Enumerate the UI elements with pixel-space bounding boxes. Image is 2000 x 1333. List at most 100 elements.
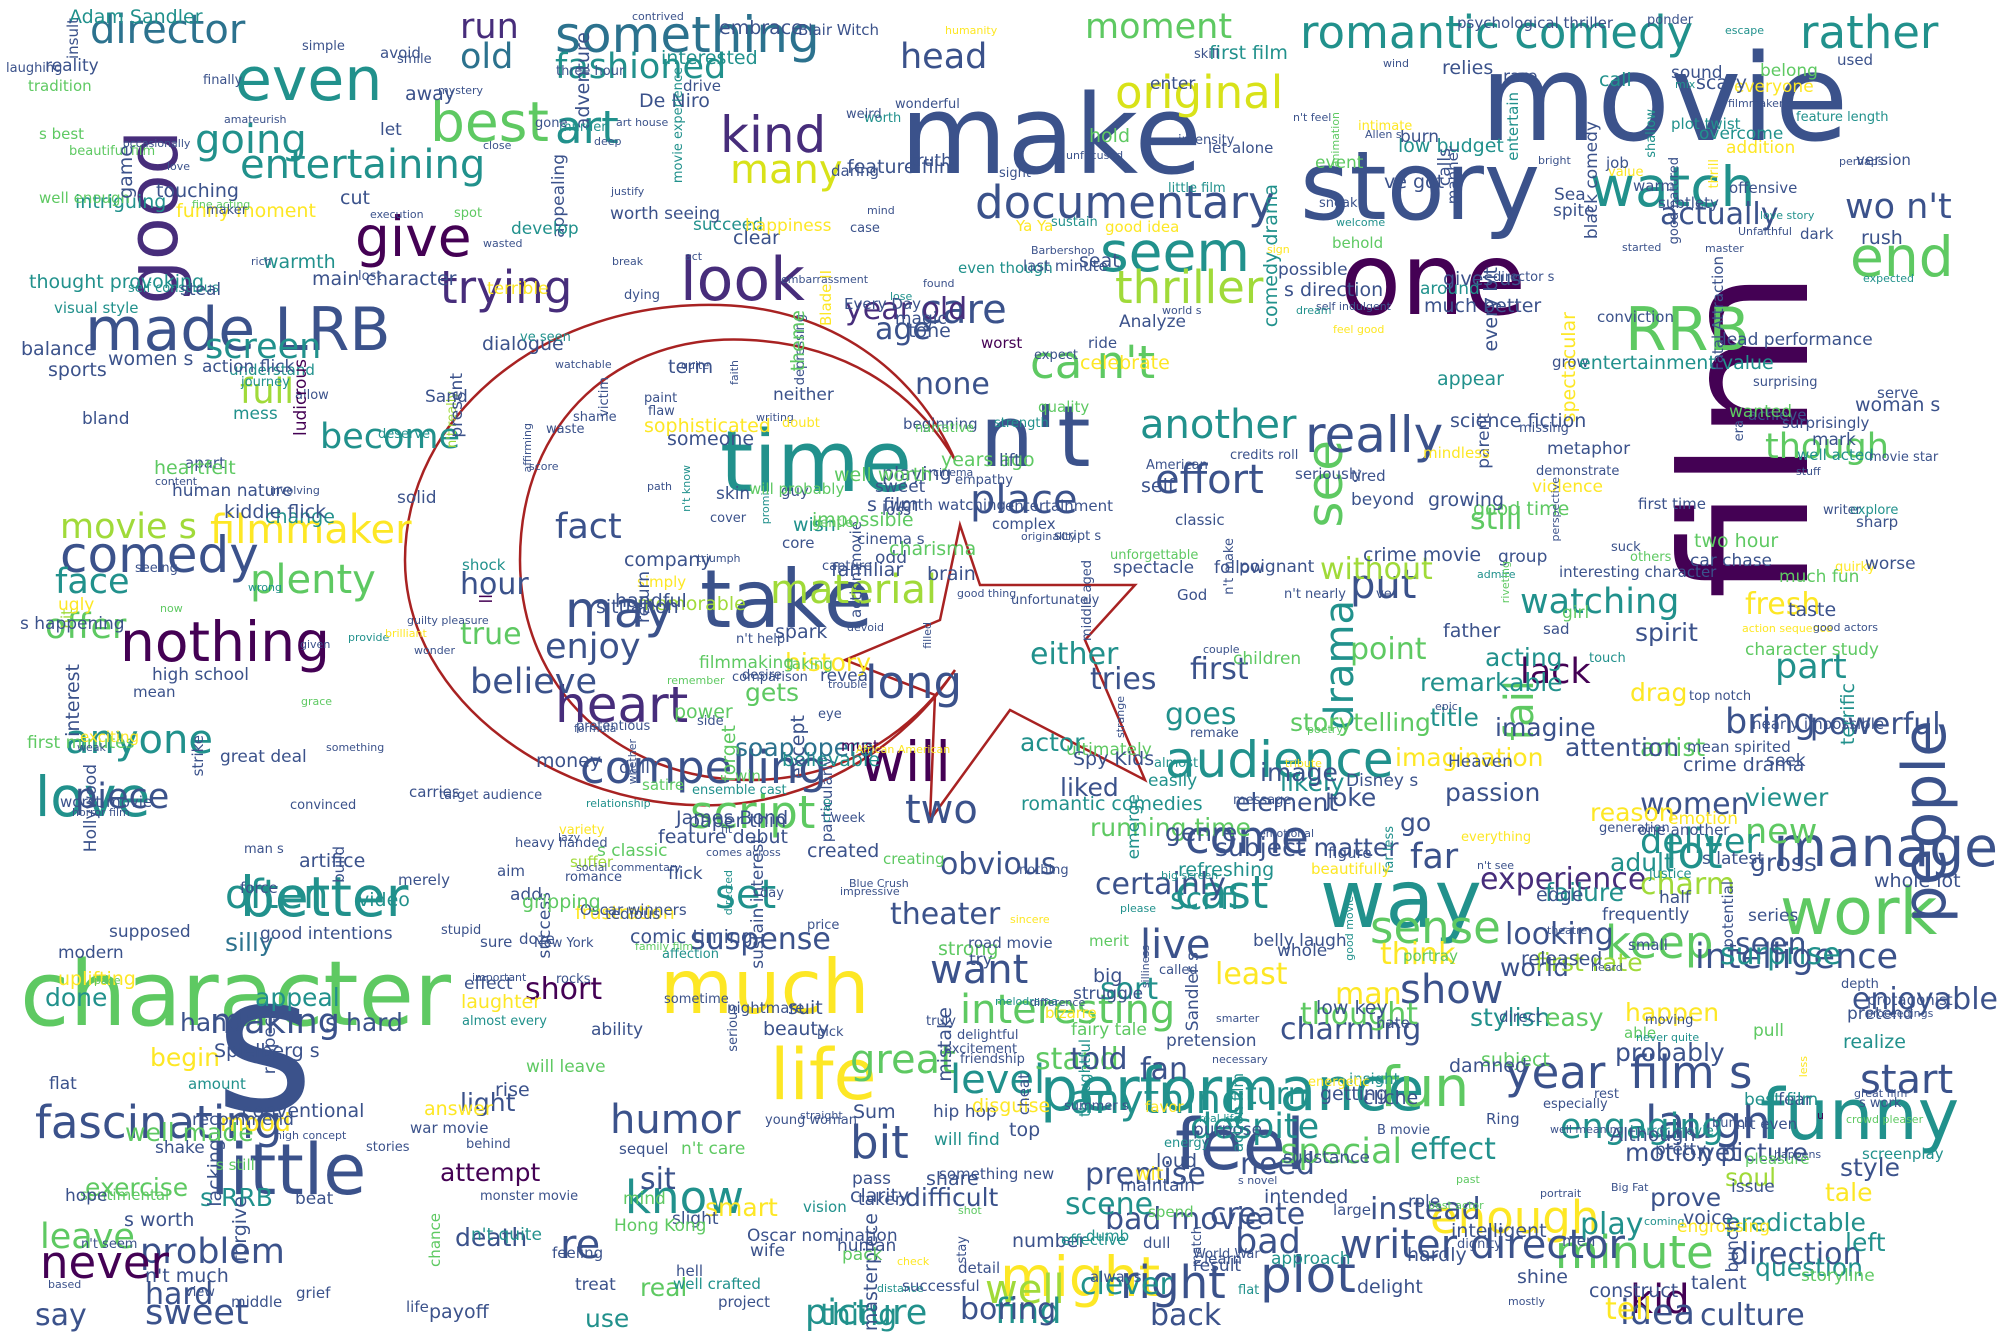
cloud-word: man <box>1335 977 1402 1012</box>
cloud-word: edge <box>1536 884 1584 906</box>
cloud-word: everyone <box>1734 77 1814 97</box>
cloud-word: seat <box>1079 250 1120 272</box>
cloud-word: great deal <box>220 747 307 767</box>
cloud-word: charming <box>1280 1012 1422 1047</box>
cloud-word: smile <box>397 52 432 67</box>
cloud-word: familiar <box>831 559 904 581</box>
cloud-word: missing <box>1519 421 1569 436</box>
cloud-word: started <box>1622 241 1662 254</box>
cloud-word: good idea <box>1105 218 1180 236</box>
cloud-word: first time <box>1638 495 1706 513</box>
cloud-word: acting <box>1485 643 1563 672</box>
cloud-word: forgive <box>229 1196 251 1263</box>
cloud-word: ludicrous <box>291 359 311 437</box>
cloud-word: amateurish <box>224 113 287 126</box>
cloud-word: engaging <box>1560 1107 1724 1147</box>
cloud-word: forget <box>718 725 740 782</box>
cloud-word: attention <box>1565 733 1680 762</box>
cloud-word: ca n't <box>1030 336 1156 389</box>
cloud-word: beauty <box>763 1018 830 1040</box>
cloud-word: sad <box>1543 620 1570 638</box>
cloud-word: aim <box>497 862 525 880</box>
cloud-word: say <box>35 1298 87 1333</box>
cloud-word: tone <box>908 320 951 342</box>
cloud-word: heard <box>1591 961 1623 974</box>
cloud-word: one <box>1340 221 1527 338</box>
cloud-word: movie <box>1480 30 1849 169</box>
cloud-word: enjoy <box>545 627 641 667</box>
cloud-word: mystery <box>438 84 484 97</box>
cloud-word: first film <box>1209 42 1288 64</box>
cloud-word: close <box>483 139 512 152</box>
cloud-word: family film <box>635 940 694 953</box>
cloud-word: important <box>472 971 527 984</box>
cloud-word: celebrate <box>1080 352 1170 374</box>
cloud-word: satire <box>642 776 685 794</box>
cloud-word: age <box>875 312 931 347</box>
cloud-word: interesting character <box>1559 563 1717 581</box>
cloud-word: trouble <box>828 678 868 691</box>
cloud-word: lead performance <box>1722 330 1873 350</box>
cloud-word: conventional <box>242 1100 365 1122</box>
cloud-word: romantic comedies <box>1021 793 1203 815</box>
cloud-word: visual style <box>54 299 139 317</box>
cloud-word: match <box>1190 1226 1205 1268</box>
cloud-word: culture <box>1700 1298 1805 1333</box>
cloud-word: really <box>1305 406 1444 464</box>
cloud-word: emotional <box>1259 827 1315 840</box>
cloud-word: might <box>1000 1245 1161 1309</box>
cloud-word: true <box>460 617 522 652</box>
cloud-word: comedy <box>60 526 259 584</box>
cloud-word: top <box>1009 1119 1041 1141</box>
cloud-word: explore <box>1850 503 1899 518</box>
cloud-word: half <box>1659 888 1691 908</box>
cloud-word: nothing <box>1019 863 1069 878</box>
cloud-word: guy <box>781 482 809 500</box>
cloud-word: wrong <box>248 581 282 594</box>
cloud-word: pace <box>94 974 121 987</box>
cloud-word: portrait <box>1540 1187 1582 1200</box>
cloud-word: n't even <box>1736 1115 1798 1133</box>
cloud-word: easy <box>1545 1003 1604 1032</box>
cloud-word: sure <box>480 933 513 951</box>
cloud-word: reality <box>45 56 99 76</box>
cloud-word: supposed <box>109 922 191 942</box>
cloud-word: coming <box>1644 1215 1685 1228</box>
cloud-word: much fun <box>1779 567 1860 587</box>
cloud-word: deserve <box>378 427 431 442</box>
cloud-word: death <box>455 1223 528 1252</box>
cloud-word: sincere <box>1010 913 1050 926</box>
cloud-word: unforgettable <box>1110 548 1199 563</box>
cloud-word: offensive <box>1729 179 1798 197</box>
cloud-word: thing <box>820 1298 898 1333</box>
cloud-word: used <box>1837 51 1874 69</box>
cloud-word: mess <box>233 404 278 424</box>
cloud-word: still <box>1470 502 1523 537</box>
cloud-word: done <box>45 983 108 1012</box>
cloud-word: cinema <box>933 466 974 479</box>
cloud-word: fascinating <box>35 1096 283 1149</box>
cloud-word: exercise <box>85 1173 189 1202</box>
cloud-word: premise <box>1085 1157 1206 1192</box>
cloud-word: almost <box>1154 756 1199 771</box>
cloud-word: children <box>1233 649 1302 669</box>
cloud-word: entertainment value <box>1579 352 1774 374</box>
cloud-word: seem <box>1100 220 1250 284</box>
cloud-word: video <box>358 889 410 911</box>
cloud-word: unfortunately <box>1011 593 1100 608</box>
cloud-word: well made <box>125 1118 254 1147</box>
cloud-word: addition <box>1726 138 1796 158</box>
cloud-word: handful <box>615 590 687 612</box>
cloud-word: change <box>265 506 335 528</box>
cloud-word: charisma <box>889 538 977 560</box>
cloud-word: use <box>585 1304 630 1333</box>
cloud-word: difficult <box>905 1183 999 1212</box>
cloud-word: generation <box>1599 821 1670 836</box>
cloud-word: simply <box>637 573 687 591</box>
cloud-word: story <box>1300 132 1541 242</box>
cloud-word: quality <box>1038 398 1090 416</box>
cloud-word: special <box>1280 1132 1403 1172</box>
cloud-word: Sum <box>853 1101 896 1123</box>
cloud-word: something new <box>939 1165 1055 1183</box>
cloud-word: comic timing <box>630 926 753 948</box>
